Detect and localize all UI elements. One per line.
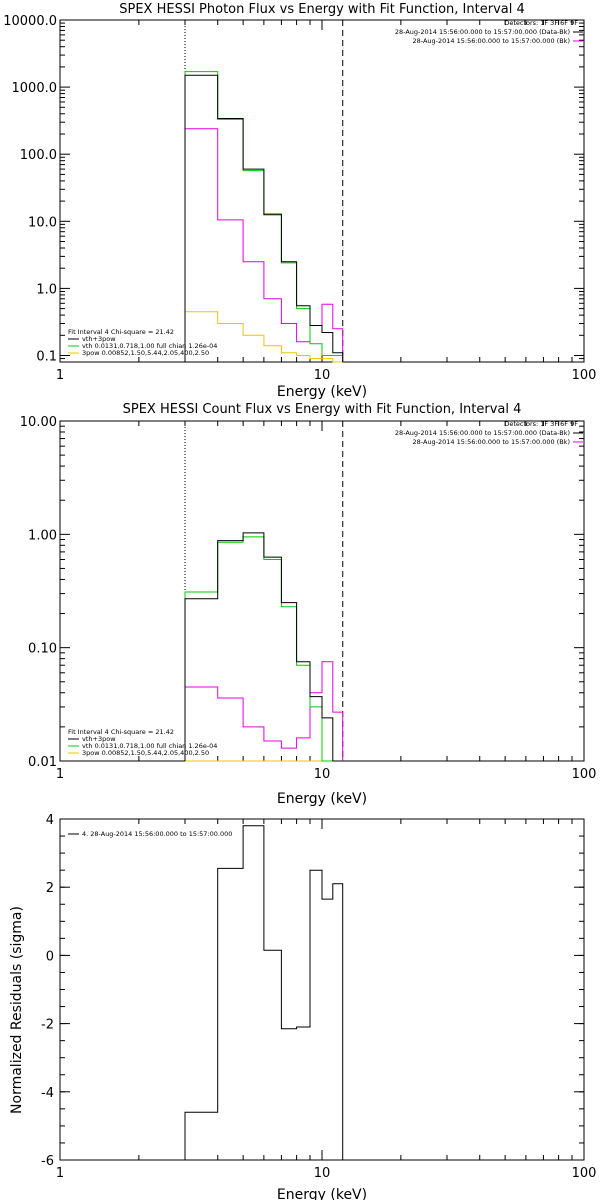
residuals-x-tick-label: 1 [56, 1166, 64, 1181]
residuals-y-axis-label: Normalized Residuals (sigma) [9, 906, 25, 1114]
residuals-y-tick-label: -4 [41, 1086, 54, 1101]
photon-x-tick-label: 10 [314, 368, 331, 383]
photon-header-line2: 28-Aug-2014 15:56:00.000 to 15:57:00.000… [413, 37, 570, 45]
residuals-y-tick-label: 0 [46, 949, 54, 964]
panel-count-flux: SPEX HESSI Count Flux vs Energy with Fit… [20, 402, 597, 807]
photon-legend: Fit Interval 4 Chi-square = 21.42 vth+3p… [68, 328, 217, 357]
count-series-vth-3pow [184, 532, 343, 762]
photon-y-tick-label: 100.0 [20, 148, 57, 163]
count-x-tick-label: 100 [572, 767, 597, 782]
photon-legend-item-total: vth+3pow [82, 335, 116, 343]
count-header-line2: 28-Aug-2014 15:56:00.000 to 15:57:00.000… [413, 438, 570, 446]
photon-chart-title: SPEX HESSI Photon Flux vs Energy with Fi… [119, 2, 525, 17]
count-y-tick-label: 0.10 [28, 642, 57, 657]
residuals-x-tick-label: 10 [314, 1166, 331, 1181]
photon-series-magenta [184, 128, 344, 362]
count-legend-item-total: vth+3pow [82, 735, 116, 743]
photon-detectors-text: Detectors: 1F 3F 6F 9F [504, 19, 578, 27]
count-legend: Fit Interval 4 Chi-square = 21.42 vth+3p… [68, 728, 217, 757]
count-x-tick-label: 1 [56, 767, 64, 782]
count-series-magenta [184, 661, 344, 761]
residuals-x-tick-label: 100 [572, 1166, 597, 1181]
panel-photon-flux: SPEX HESSI Photon Flux vs Energy with Fi… [3, 2, 596, 400]
residuals-x-axis-label: Energy (keV) [277, 1187, 367, 1200]
photon-y-tick-label: 1.0 [36, 282, 57, 297]
photon-x-axis-label: Energy (keV) [277, 384, 367, 400]
photon-series-vth-3pow [184, 74, 344, 362]
residuals-y-tick-label: -6 [41, 1154, 54, 1169]
photon-series-3pow [184, 311, 343, 363]
count-chart-title: SPEX HESSI Count Flux vs Energy with Fit… [123, 402, 522, 417]
photon-y-tick-label: 10.0 [28, 215, 57, 230]
residuals-y-tick-label: 2 [46, 881, 54, 896]
count-y-tick-label: 0.01 [28, 755, 57, 770]
count-legend-item-3pow: 3pow 0.00852,1.50,5.44,2.05,400,2.50 [82, 749, 209, 757]
photon-x-tick-label: 1 [56, 368, 64, 383]
photon-series-vth [184, 71, 344, 362]
photon-y-tick-label: 1000.0 [12, 81, 58, 96]
residuals-series-4- [184, 825, 344, 1160]
panel-residuals: 1 10 100 -6 -4 -2 0 2 4 Energy (keV) Normalized … [9, 813, 596, 1200]
count-y-tick-label: 10.00 [20, 415, 57, 430]
photon-plot-area: 1 10 100 0.1 1.0 10.0 100.0 1000.0 10000.0 [3, 14, 596, 383]
count-y-tick-label: 1.00 [28, 528, 57, 543]
photon-x-tick-label: 100 [572, 368, 597, 383]
residuals-legend-item: 4. 28-Aug-2014 15:56:00.000 to 15:57:00.… [82, 830, 232, 838]
photon-legend-fit-line: Fit Interval 4 Chi-square = 21.42 [68, 328, 174, 336]
count-x-axis-label: Energy (keV) [277, 791, 367, 807]
photon-header-line1: 28-Aug-2014 15:56:00.000 to 15:57:00.000… [395, 28, 570, 36]
count-detectors-text: Detectors: 1F 3F 6F 9F [504, 420, 578, 428]
photon-y-tick-label: 0.1 [36, 349, 57, 364]
residuals-y-tick-label: 4 [46, 813, 54, 828]
residuals-plot-area: 1 10 100 -6 -4 -2 0 2 4 [41, 813, 596, 1181]
count-x-tick-label: 10 [314, 767, 331, 782]
photon-legend-item-3pow: 3pow 0.00852,1.50,5.44,2.05,400,2.50 [82, 349, 209, 357]
count-header-line1: 28-Aug-2014 15:56:00.000 to 15:57:00.000… [395, 429, 570, 437]
count-legend-item-vth: vth 0.0131,0.718,1.00 full chian 1.26e-0… [82, 742, 217, 750]
photon-y-tick-label: 10000.0 [3, 14, 57, 29]
count-legend-fit-line: Fit Interval 4 Chi-square = 21.42 [68, 728, 174, 736]
residuals-y-tick-label: -2 [41, 1018, 54, 1033]
photon-legend-item-vth: vth 0.0131,0.718,1.00 full chian 1.26e-0… [82, 342, 217, 350]
count-plot-area: 1 10 100 0.01 0.10 1.00 10.00 [20, 415, 597, 782]
